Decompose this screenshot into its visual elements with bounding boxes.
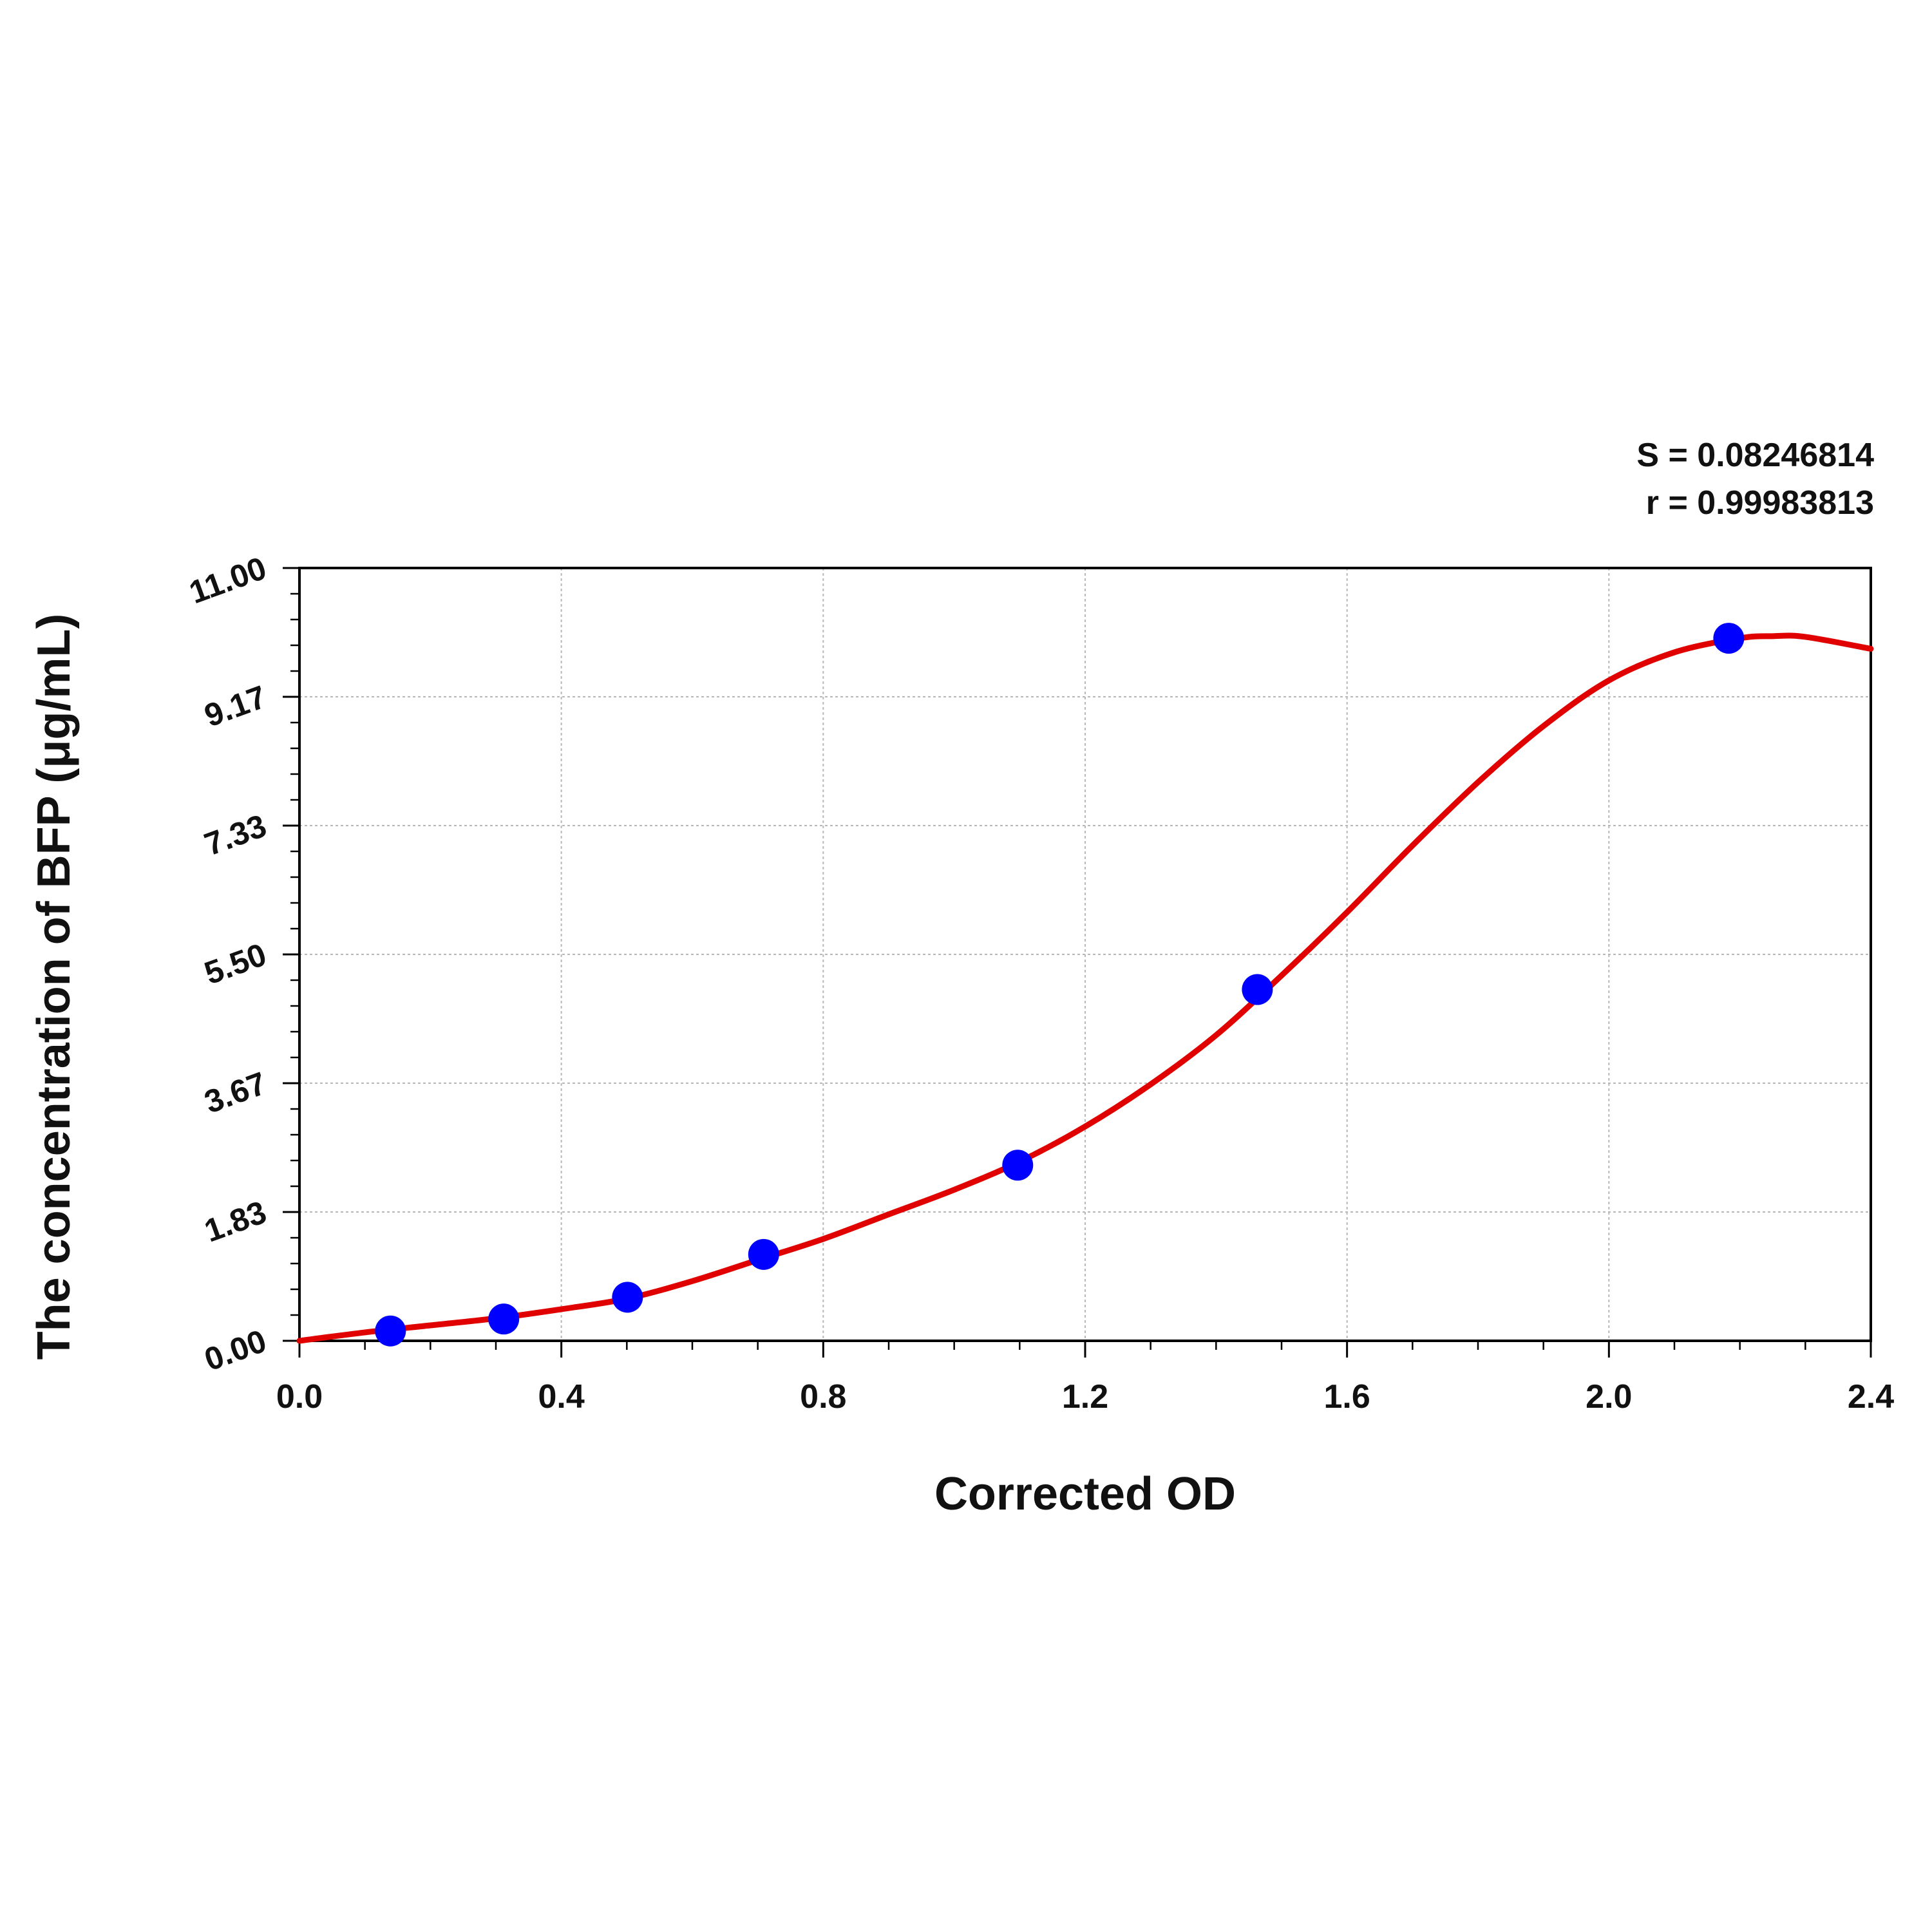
y-tick-label: 3.67: [200, 1065, 271, 1121]
data-point: [488, 1303, 520, 1335]
x-tick-label: 1.2: [1062, 1378, 1108, 1416]
y-tick-label: 1.83: [200, 1194, 271, 1249]
y-tick-labels: 0.00 1.83 3.67 5.50 7.33 9.17 11.00: [185, 550, 271, 1378]
y-tick-label: 7.33: [200, 808, 271, 863]
data-point: [1002, 1150, 1034, 1181]
plot-frame: [298, 567, 1872, 1342]
minor-ticks: [290, 592, 1806, 1350]
x-tick-label: 0.0: [276, 1378, 323, 1416]
grid-lines: [299, 568, 1871, 1341]
data-point: [612, 1282, 643, 1313]
y-tick-label: 11.00: [185, 550, 271, 611]
data-point: [1713, 623, 1745, 654]
data-point: [1242, 974, 1273, 1005]
data-point: [375, 1315, 406, 1347]
series-layer: [296, 623, 1874, 1347]
x-axis-title: Corrected OD: [934, 1468, 1236, 1520]
x-tick-label: 1.6: [1324, 1378, 1370, 1416]
major-ticks: [283, 567, 1872, 1358]
x-tick-label: 2.0: [1586, 1378, 1632, 1416]
data-point: [748, 1238, 779, 1270]
y-tick-label: 0.00: [200, 1323, 271, 1378]
x-tick-label: 2.4: [1848, 1378, 1894, 1416]
x-tick-label: 0.4: [538, 1378, 585, 1416]
fit-curve-line: [296, 632, 1874, 1344]
y-axis-title: The concentration of BFP (μg/mL): [28, 614, 80, 1360]
x-tick-labels: 0.0 0.4 0.8 1.2 1.6 2.0 2.4: [276, 1378, 1894, 1416]
fit-r-value: r = 0.99983813: [1646, 484, 1874, 522]
y-tick-label: 9.17: [200, 679, 271, 734]
y-tick-label: 5.50: [200, 936, 271, 992]
fit-s-value: S = 0.08246814: [1636, 437, 1874, 474]
x-tick-label: 0.8: [800, 1378, 846, 1416]
